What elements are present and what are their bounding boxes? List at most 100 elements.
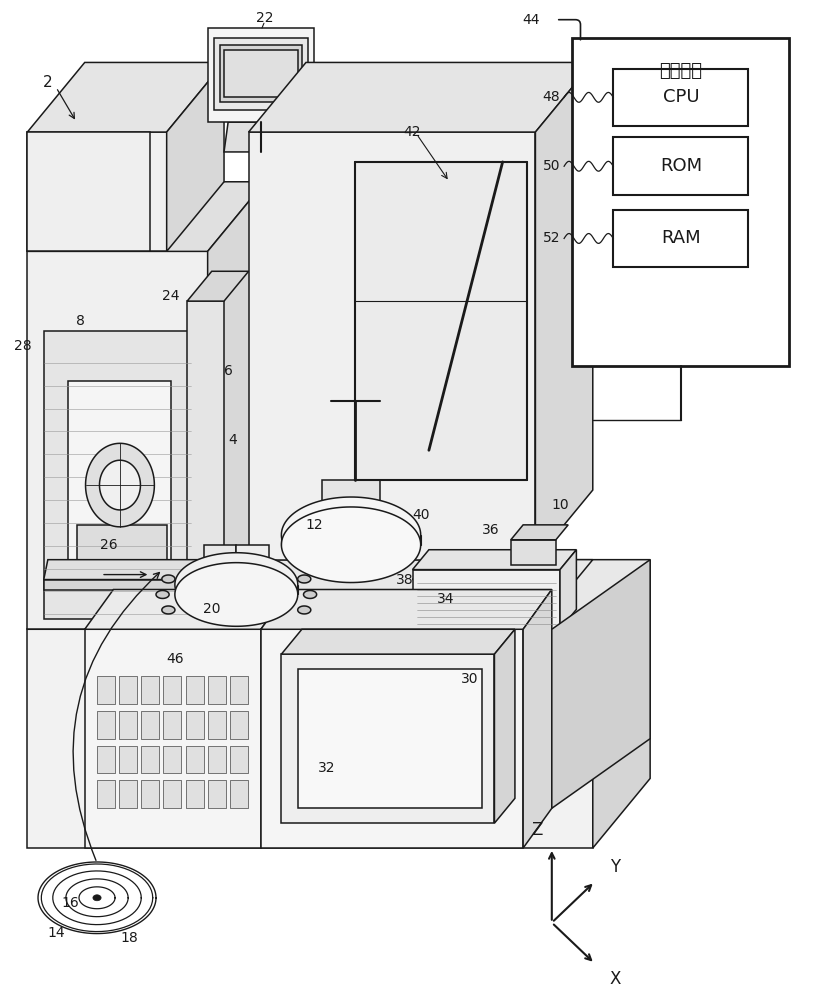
Polygon shape (141, 676, 159, 704)
Polygon shape (511, 525, 568, 540)
Polygon shape (208, 711, 226, 739)
Polygon shape (552, 560, 650, 808)
Polygon shape (298, 575, 311, 583)
Polygon shape (208, 780, 226, 808)
Text: 2: 2 (43, 75, 53, 90)
Polygon shape (304, 590, 317, 598)
Text: 14: 14 (47, 926, 65, 940)
Polygon shape (613, 210, 748, 267)
Polygon shape (281, 497, 421, 573)
Text: 26: 26 (101, 538, 118, 552)
Polygon shape (535, 62, 593, 560)
Polygon shape (494, 629, 515, 823)
Polygon shape (186, 780, 204, 808)
Polygon shape (230, 780, 247, 808)
Polygon shape (230, 676, 247, 704)
Text: 46: 46 (166, 652, 184, 666)
Polygon shape (224, 50, 298, 97)
Polygon shape (68, 381, 171, 580)
Text: 24: 24 (162, 289, 180, 303)
Text: 42: 42 (403, 125, 422, 139)
Polygon shape (560, 550, 577, 629)
Polygon shape (298, 669, 482, 808)
Polygon shape (412, 560, 593, 580)
Polygon shape (281, 654, 494, 823)
Polygon shape (163, 711, 182, 739)
Polygon shape (593, 560, 650, 848)
Polygon shape (163, 676, 182, 704)
Polygon shape (119, 711, 137, 739)
Text: X: X (610, 970, 621, 988)
Polygon shape (230, 711, 247, 739)
Polygon shape (44, 331, 191, 619)
Polygon shape (186, 746, 204, 773)
Text: 20: 20 (203, 602, 220, 616)
Polygon shape (412, 570, 560, 629)
Polygon shape (162, 575, 175, 583)
Polygon shape (175, 553, 298, 616)
Polygon shape (27, 629, 593, 848)
Polygon shape (141, 780, 159, 808)
Polygon shape (523, 589, 552, 848)
Text: 30: 30 (461, 672, 478, 686)
Text: 38: 38 (395, 573, 413, 587)
Text: 52: 52 (543, 231, 560, 245)
Polygon shape (27, 132, 167, 251)
Text: 34: 34 (436, 592, 454, 606)
Text: 16: 16 (61, 896, 79, 910)
Text: 48: 48 (542, 90, 560, 104)
Text: 12: 12 (305, 518, 323, 532)
Polygon shape (27, 182, 265, 251)
Polygon shape (208, 746, 226, 773)
Polygon shape (163, 746, 182, 773)
Polygon shape (230, 746, 247, 773)
Text: 8: 8 (76, 314, 85, 328)
Polygon shape (97, 676, 115, 704)
Polygon shape (248, 132, 535, 560)
Polygon shape (97, 780, 115, 808)
Polygon shape (214, 38, 308, 110)
Text: 50: 50 (543, 159, 560, 173)
Text: 22: 22 (257, 11, 274, 25)
Text: 6: 6 (224, 364, 233, 378)
Polygon shape (119, 780, 137, 808)
Polygon shape (119, 746, 137, 773)
Polygon shape (298, 606, 311, 614)
Polygon shape (355, 162, 527, 480)
Polygon shape (85, 589, 290, 629)
Polygon shape (141, 711, 159, 739)
Polygon shape (44, 560, 236, 580)
Polygon shape (261, 589, 552, 629)
Polygon shape (613, 69, 748, 126)
Polygon shape (27, 132, 150, 251)
Polygon shape (44, 580, 232, 589)
Text: 控制单元: 控制单元 (659, 62, 702, 80)
Text: 18: 18 (121, 931, 139, 945)
Text: 4: 4 (228, 433, 237, 447)
Polygon shape (86, 443, 154, 527)
Text: RAM: RAM (661, 229, 700, 247)
Polygon shape (248, 62, 593, 132)
Polygon shape (208, 28, 314, 122)
Polygon shape (27, 560, 650, 629)
Text: 44: 44 (522, 13, 540, 27)
Polygon shape (27, 251, 208, 629)
Polygon shape (323, 480, 380, 510)
Polygon shape (100, 460, 140, 510)
Polygon shape (281, 507, 421, 583)
Text: 10: 10 (551, 498, 568, 512)
Polygon shape (412, 550, 577, 570)
Polygon shape (208, 676, 226, 704)
Polygon shape (167, 62, 224, 251)
Polygon shape (204, 545, 236, 570)
Polygon shape (85, 629, 261, 848)
Polygon shape (224, 122, 331, 152)
Polygon shape (208, 182, 265, 629)
Polygon shape (27, 62, 224, 132)
Polygon shape (119, 676, 137, 704)
Text: 40: 40 (412, 508, 430, 522)
Text: Y: Y (610, 858, 620, 876)
Polygon shape (314, 510, 388, 532)
Text: CPU: CPU (662, 88, 699, 106)
Polygon shape (236, 545, 269, 570)
